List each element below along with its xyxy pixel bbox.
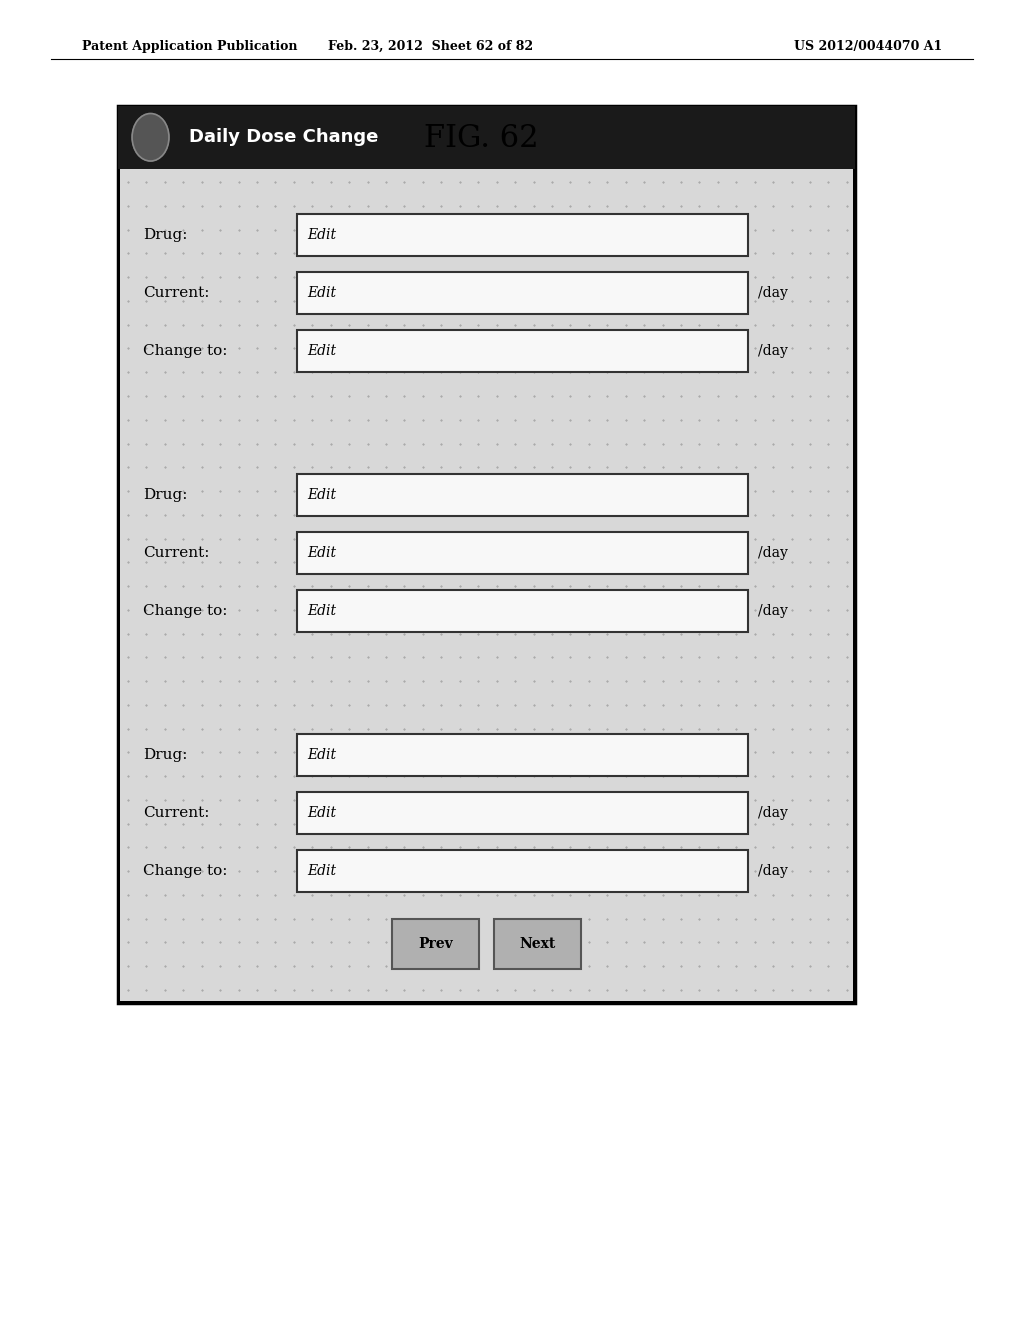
FancyBboxPatch shape — [391, 919, 478, 969]
FancyBboxPatch shape — [297, 214, 748, 256]
Text: Current:: Current: — [143, 286, 210, 300]
Text: Current:: Current: — [143, 546, 210, 560]
Circle shape — [132, 114, 169, 161]
Text: Edit: Edit — [307, 605, 336, 618]
Text: Edit: Edit — [307, 228, 336, 242]
Text: Feb. 23, 2012  Sheet 62 of 82: Feb. 23, 2012 Sheet 62 of 82 — [328, 40, 532, 53]
FancyBboxPatch shape — [297, 272, 748, 314]
Text: /day: /day — [758, 286, 787, 300]
FancyBboxPatch shape — [297, 792, 748, 834]
Text: /day: /day — [758, 546, 787, 560]
Text: Edit: Edit — [307, 488, 336, 502]
Text: Change to:: Change to: — [143, 345, 228, 358]
Text: Prev: Prev — [418, 937, 453, 950]
Text: Edit: Edit — [307, 345, 336, 358]
Text: Change to:: Change to: — [143, 863, 228, 878]
FancyBboxPatch shape — [297, 734, 748, 776]
Text: FIG. 62: FIG. 62 — [424, 123, 539, 154]
Text: Edit: Edit — [307, 805, 336, 820]
Text: Drug:: Drug: — [143, 228, 187, 242]
Text: Edit: Edit — [307, 286, 336, 300]
Text: Daily Dose Change: Daily Dose Change — [189, 128, 379, 147]
FancyBboxPatch shape — [297, 850, 748, 892]
FancyBboxPatch shape — [297, 474, 748, 516]
FancyBboxPatch shape — [494, 919, 582, 969]
FancyBboxPatch shape — [120, 169, 853, 1001]
Text: US 2012/0044070 A1: US 2012/0044070 A1 — [794, 40, 942, 53]
Text: /day: /day — [758, 605, 787, 618]
FancyBboxPatch shape — [118, 106, 855, 1003]
Text: Current:: Current: — [143, 805, 210, 820]
FancyBboxPatch shape — [297, 590, 748, 632]
FancyBboxPatch shape — [297, 532, 748, 574]
Text: Patent Application Publication: Patent Application Publication — [82, 40, 297, 53]
Text: Edit: Edit — [307, 747, 336, 762]
Text: Edit: Edit — [307, 863, 336, 878]
Text: /day: /day — [758, 805, 787, 820]
Text: Edit: Edit — [307, 546, 336, 560]
Text: Drug:: Drug: — [143, 488, 187, 502]
Text: /day: /day — [758, 863, 787, 878]
Text: Change to:: Change to: — [143, 605, 228, 618]
FancyBboxPatch shape — [118, 106, 855, 169]
Text: /day: /day — [758, 345, 787, 358]
Text: Next: Next — [519, 937, 556, 950]
FancyBboxPatch shape — [297, 330, 748, 372]
Text: Drug:: Drug: — [143, 747, 187, 762]
